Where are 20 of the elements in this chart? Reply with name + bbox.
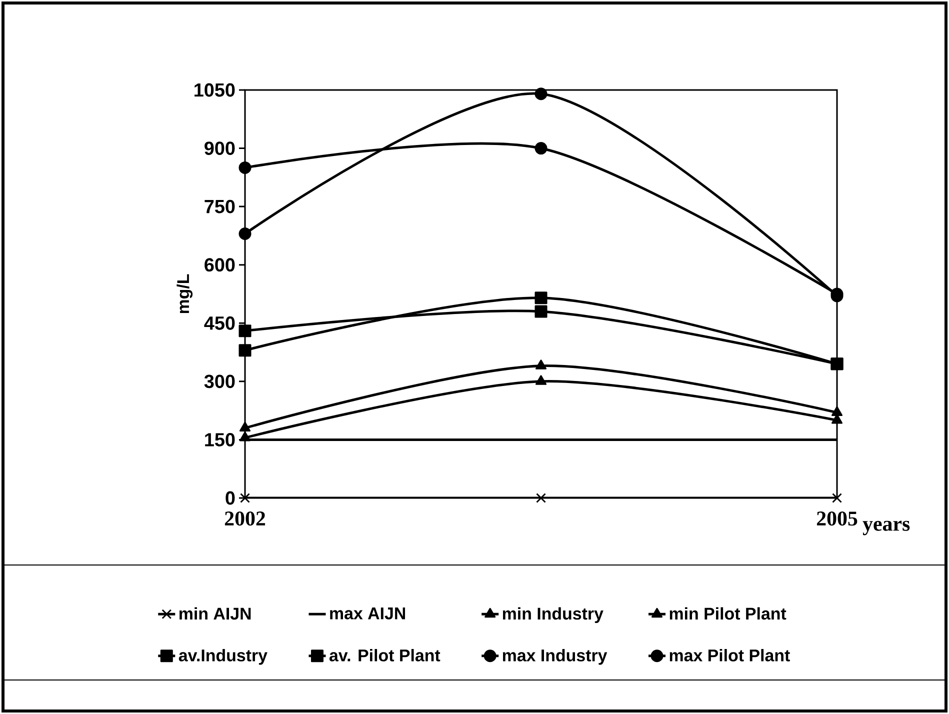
legend-label: max AIJN bbox=[330, 608, 406, 620]
y-tick-label: 600 bbox=[204, 258, 235, 272]
legend-label: max Industry bbox=[502, 648, 608, 665]
y-axis-title: mg/L bbox=[176, 274, 193, 314]
legend-label: min Pilot Plant bbox=[670, 607, 786, 620]
legend-label: av.Industry bbox=[178, 648, 268, 665]
legend-label: av. Pilot Plant bbox=[329, 648, 440, 662]
x-tick-label: 2002 bbox=[224, 512, 266, 526]
y-tick-label: 900 bbox=[204, 142, 235, 155]
x-axis-title: years bbox=[862, 520, 910, 536]
y-tick-label: 750 bbox=[204, 200, 235, 214]
y-tick-label: 300 bbox=[204, 374, 235, 388]
y-tick-label: 450 bbox=[204, 316, 235, 330]
y-tick-label: 150 bbox=[205, 433, 235, 446]
legend-label: min Industry bbox=[502, 607, 604, 624]
legend-label: max Pilot Plant bbox=[670, 648, 790, 662]
x-tick-label: 2005 bbox=[816, 512, 858, 526]
y-tick-label: 0 bbox=[226, 491, 235, 505]
legend-label: min AIJN bbox=[180, 607, 251, 620]
y-tick-label: 1050 bbox=[194, 83, 235, 97]
